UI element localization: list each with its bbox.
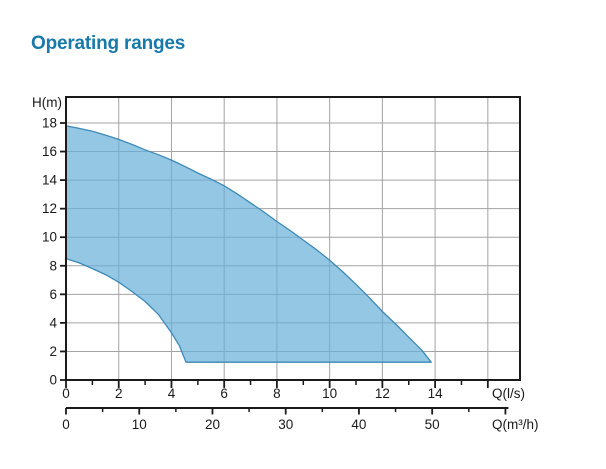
secondary-x-tick-label: 30 xyxy=(278,417,293,432)
secondary-x-tick-label: 40 xyxy=(351,417,366,432)
x-axis-unit-label: Q(l/s) xyxy=(492,386,525,401)
x-tick-label: 2 xyxy=(115,386,123,401)
x-tick-label: 0 xyxy=(62,386,70,401)
y-tick-label: 2 xyxy=(49,344,57,359)
y-tick-label: 0 xyxy=(49,373,57,388)
secondary-x-axis-unit-label: Q(m³/h) xyxy=(492,417,539,432)
x-tick-label: 8 xyxy=(273,386,281,401)
x-tick-label: 6 xyxy=(220,386,228,401)
y-tick-label: 8 xyxy=(49,258,57,273)
y-tick-label: 18 xyxy=(42,115,57,130)
secondary-x-tick-label: 50 xyxy=(425,417,440,432)
y-tick-label: 12 xyxy=(42,201,57,216)
y-tick-label: 10 xyxy=(42,230,57,245)
x-tick-label: 10 xyxy=(322,386,337,401)
x-tick-label: 14 xyxy=(428,386,444,401)
y-axis-unit-label: H(m) xyxy=(32,95,62,110)
operating-region xyxy=(65,125,432,363)
y-tick-label: 16 xyxy=(42,144,57,159)
plot-frame xyxy=(65,96,521,381)
secondary-x-tick-label: 10 xyxy=(132,417,147,432)
x-tick-label: 4 xyxy=(168,386,176,401)
secondary-x-tick-label: 0 xyxy=(62,417,70,432)
y-tick-label: 14 xyxy=(42,173,58,188)
secondary-x-tick-label: 20 xyxy=(205,417,220,432)
y-tick-label: 4 xyxy=(49,315,57,330)
x-tick-label: 12 xyxy=(375,386,390,401)
page-title: Operating ranges xyxy=(31,33,186,54)
y-tick-label: 6 xyxy=(49,287,57,302)
